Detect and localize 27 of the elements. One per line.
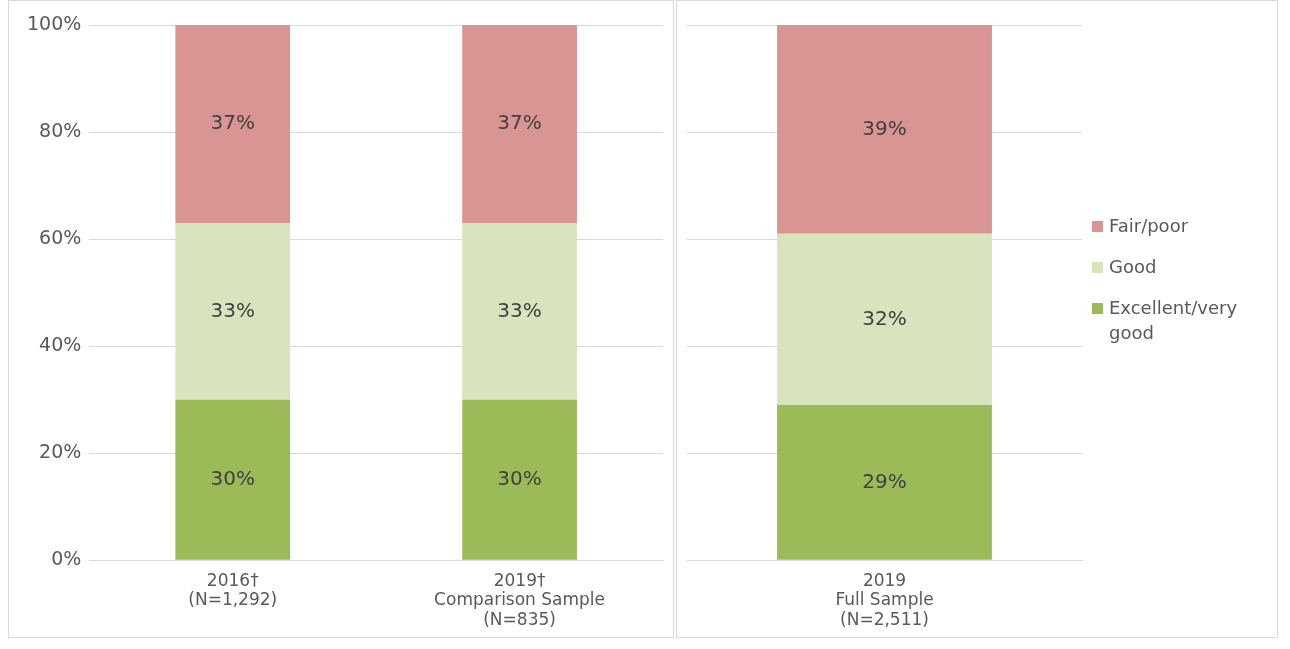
data-label: 39%: [862, 115, 907, 140]
data-label: 32%: [862, 305, 907, 330]
y-tick-label: 40%: [39, 333, 82, 356]
bar: [462, 25, 577, 224]
data-label: 37%: [497, 110, 542, 135]
bar: [175, 25, 291, 224]
y-tick-label: 20%: [39, 440, 82, 463]
legend-label: Good: [1109, 255, 1157, 279]
x-tick-label: 2016† (N=1,292): [188, 569, 278, 610]
data-label: 30%: [497, 466, 542, 490]
y-tick-label: 0%: [51, 547, 82, 570]
data-label: 33%: [497, 297, 542, 322]
legend-label: Excellent/very good: [1109, 296, 1239, 345]
legend-label: Fair/poor: [1109, 214, 1189, 238]
bar: [462, 399, 577, 560]
data-label: 29%: [862, 468, 907, 493]
data-label: 37%: [210, 110, 255, 135]
y-tick-label: 80%: [39, 119, 82, 142]
y-tick-label: 100%: [26, 11, 82, 34]
bar: [175, 399, 291, 560]
x-tick-label: 2019† Comparison Sample (N=835): [434, 569, 606, 629]
data-label: 30%: [210, 466, 255, 490]
bar: [175, 223, 291, 400]
y-tick-label: 60%: [39, 226, 82, 249]
bar: [462, 223, 577, 400]
data-label: 33%: [210, 297, 255, 322]
x-tick-label: 2019 Full Sample (N=2,511): [835, 569, 934, 629]
